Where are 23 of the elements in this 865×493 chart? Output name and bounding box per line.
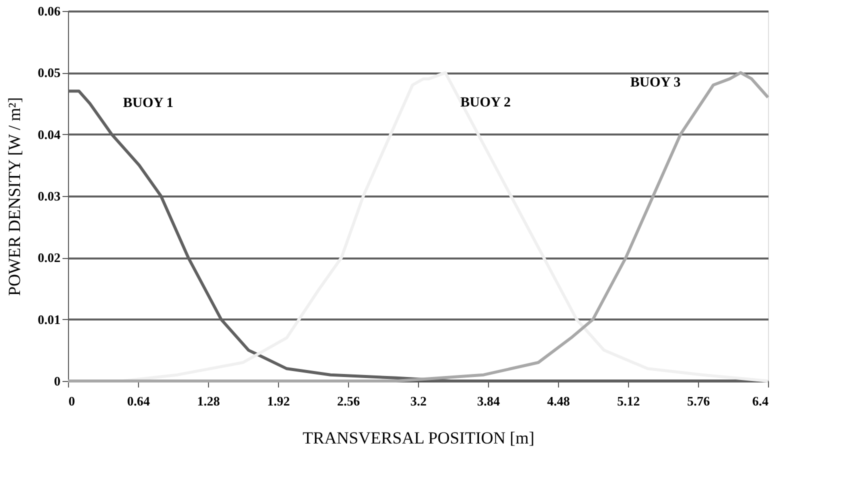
y-tick-label: 0.04 xyxy=(38,126,61,142)
x-tick-label: 3.84 xyxy=(477,394,500,408)
y-tick-label: 0.01 xyxy=(38,312,60,327)
y-axis-title: POWER DENSITY [W / m²] xyxy=(4,97,24,296)
x-tick-label: 6.4 xyxy=(752,394,769,408)
x-tick-label: 1.28 xyxy=(197,394,220,408)
x-tick-label: 2.56 xyxy=(337,394,360,408)
x-tick-label: 4.48 xyxy=(547,394,570,408)
y-tick-label: 0.03 xyxy=(38,188,61,204)
x-tick-label: 0.64 xyxy=(127,394,150,408)
series-label: BUOY 2 xyxy=(460,96,511,111)
series-label: BUOY 1 xyxy=(123,96,174,112)
x-axis-title: TRANSVERSAL POSITION [m] xyxy=(302,428,534,448)
x-tick-label: 5.76 xyxy=(687,394,710,408)
y-tick-label: 0.02 xyxy=(38,250,60,266)
y-tick-label: 0.05 xyxy=(38,65,61,80)
x-tick-label: 5.12 xyxy=(617,394,640,408)
y-tick-label: 0.06 xyxy=(38,4,61,18)
x-tick-label: 3.2 xyxy=(410,394,427,408)
y-tick-label: 0 xyxy=(54,374,60,388)
series-label: BUOY 3 xyxy=(630,76,681,91)
x-tick-label: 1.92 xyxy=(267,394,290,408)
x-tick-label: 0 xyxy=(68,394,75,408)
